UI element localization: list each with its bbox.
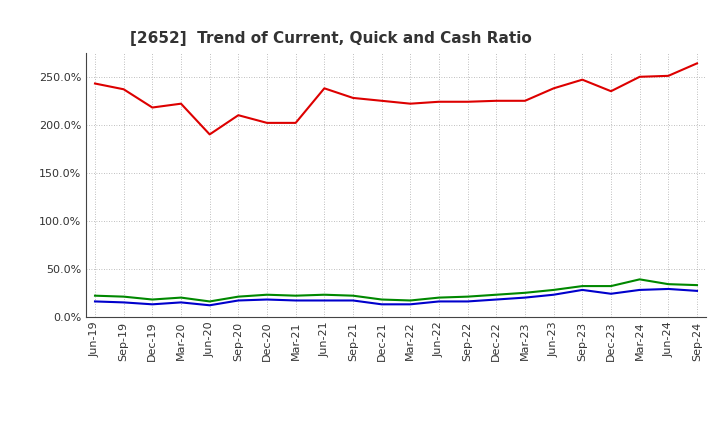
Cash Ratio (635, 287, 644, 293)
Quick Ratio (120, 294, 128, 299)
Current Ratio (435, 99, 444, 104)
Current Ratio (664, 73, 672, 78)
Current Ratio (578, 77, 587, 82)
Quick Ratio (406, 298, 415, 303)
Quick Ratio (664, 282, 672, 287)
Current Ratio (635, 74, 644, 80)
Current Ratio (120, 87, 128, 92)
Cash Ratio (148, 302, 157, 307)
Quick Ratio (435, 295, 444, 300)
Cash Ratio (406, 302, 415, 307)
Current Ratio (348, 95, 357, 101)
Cash Ratio (120, 300, 128, 305)
Current Ratio (234, 113, 243, 118)
Quick Ratio (263, 292, 271, 297)
Current Ratio (492, 98, 500, 103)
Current Ratio (549, 86, 558, 91)
Cash Ratio (234, 298, 243, 303)
Quick Ratio (607, 283, 616, 289)
Cash Ratio (549, 292, 558, 297)
Quick Ratio (578, 283, 587, 289)
Quick Ratio (464, 294, 472, 299)
Quick Ratio (635, 277, 644, 282)
Cash Ratio (664, 286, 672, 292)
Quick Ratio (320, 292, 328, 297)
Cash Ratio (492, 297, 500, 302)
Cash Ratio (578, 287, 587, 293)
Current Ratio (521, 98, 529, 103)
Cash Ratio (377, 302, 386, 307)
Current Ratio (377, 98, 386, 103)
Current Ratio (320, 86, 328, 91)
Cash Ratio (521, 295, 529, 300)
Cash Ratio (464, 299, 472, 304)
Quick Ratio (234, 294, 243, 299)
Line: Quick Ratio: Quick Ratio (95, 279, 697, 301)
Line: Current Ratio: Current Ratio (95, 63, 697, 134)
Cash Ratio (348, 298, 357, 303)
Quick Ratio (292, 293, 300, 298)
Quick Ratio (521, 290, 529, 295)
Cash Ratio (176, 300, 185, 305)
Current Ratio (607, 88, 616, 94)
Current Ratio (205, 132, 214, 137)
Current Ratio (406, 101, 415, 106)
Current Ratio (693, 61, 701, 66)
Cash Ratio (91, 299, 99, 304)
Cash Ratio (607, 291, 616, 297)
Quick Ratio (549, 287, 558, 293)
Cash Ratio (263, 297, 271, 302)
Line: Cash Ratio: Cash Ratio (95, 289, 697, 305)
Current Ratio (292, 120, 300, 125)
Current Ratio (148, 105, 157, 110)
Current Ratio (176, 101, 185, 106)
Text: [2652]  Trend of Current, Quick and Cash Ratio: [2652] Trend of Current, Quick and Cash … (130, 31, 531, 46)
Cash Ratio (292, 298, 300, 303)
Current Ratio (91, 81, 99, 86)
Cash Ratio (693, 288, 701, 293)
Quick Ratio (348, 293, 357, 298)
Quick Ratio (148, 297, 157, 302)
Current Ratio (263, 120, 271, 125)
Quick Ratio (91, 293, 99, 298)
Quick Ratio (377, 297, 386, 302)
Cash Ratio (205, 303, 214, 308)
Cash Ratio (435, 299, 444, 304)
Current Ratio (464, 99, 472, 104)
Cash Ratio (320, 298, 328, 303)
Quick Ratio (492, 292, 500, 297)
Quick Ratio (693, 282, 701, 288)
Quick Ratio (176, 295, 185, 300)
Quick Ratio (205, 299, 214, 304)
